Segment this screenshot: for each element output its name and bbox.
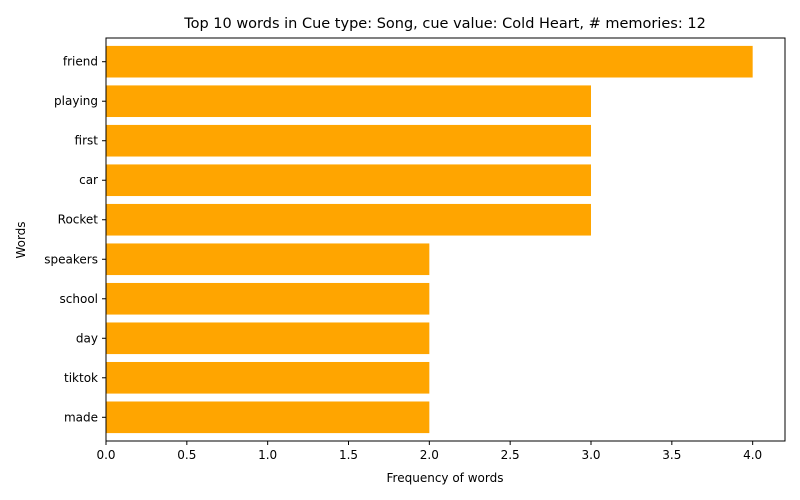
bars-group <box>106 45 753 434</box>
y-tick-label: school <box>60 292 98 306</box>
y-tick-label: tiktok <box>64 371 98 385</box>
y-axis-label: Words <box>14 221 28 258</box>
y-axis-ticks: friend playing first car Rocket speakers schoo… <box>44 55 106 424</box>
x-tick-label: 2.5 <box>501 448 520 462</box>
y-tick-label: first <box>75 134 99 148</box>
bar-tiktok <box>106 361 430 394</box>
x-tick-label: 1.0 <box>258 448 277 462</box>
bar-friend <box>106 45 753 78</box>
bar-rocket <box>106 203 591 236</box>
x-tick-label: 0.5 <box>177 448 196 462</box>
bar-school <box>106 282 430 315</box>
x-tick-label: 2.0 <box>420 448 439 462</box>
bar-speakers <box>106 243 430 276</box>
bar-playing <box>106 85 591 118</box>
x-tick-label: 1.5 <box>339 448 358 462</box>
x-tick-label: 3.5 <box>662 448 681 462</box>
x-tick-label: 4.0 <box>743 448 762 462</box>
x-tick-label: 3.0 <box>581 448 600 462</box>
bar-car <box>106 164 591 197</box>
plot-frame <box>105 37 786 442</box>
y-tick-label: Rocket <box>58 213 99 227</box>
x-axis-label: Frequency of words <box>387 471 504 485</box>
x-tick-label: 0.0 <box>96 448 115 462</box>
bar-day <box>106 322 430 355</box>
bar-first <box>106 124 591 157</box>
y-tick-label: made <box>64 410 98 424</box>
x-axis-ticks: 0.0 0.5 1.0 1.5 2.0 2.5 3.0 3.5 4.0 <box>96 441 762 462</box>
chart-title: Top 10 words in Cue type: Song, cue valu… <box>183 16 706 32</box>
y-tick-label: playing <box>54 94 98 108</box>
y-tick-label: day <box>76 331 98 345</box>
y-tick-label: friend <box>63 55 98 69</box>
bar-made <box>106 401 430 434</box>
y-tick-label: car <box>79 173 98 187</box>
y-tick-label: speakers <box>44 252 98 266</box>
